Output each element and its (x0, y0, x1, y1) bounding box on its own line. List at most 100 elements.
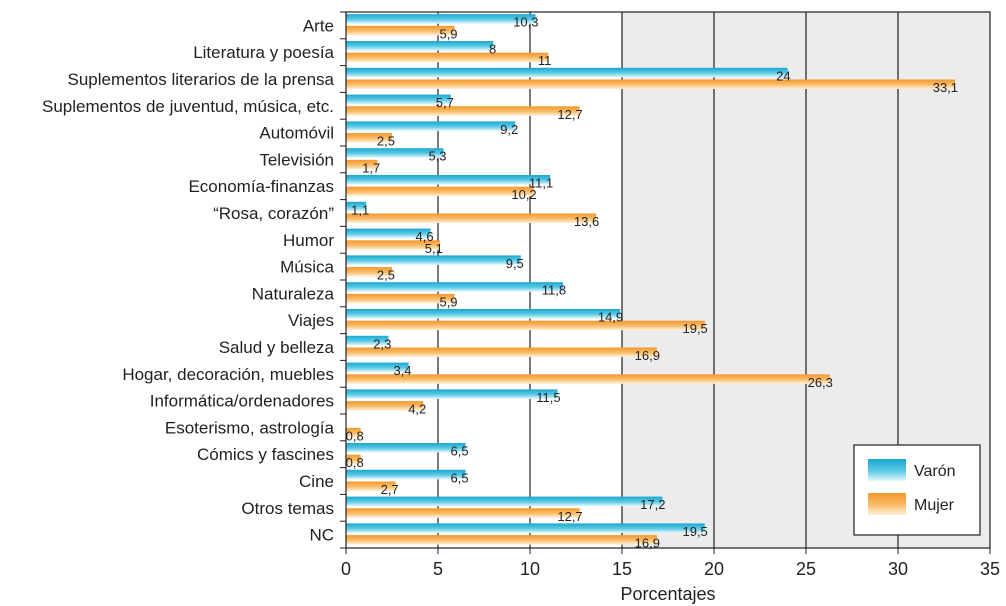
bar-mujer (346, 293, 455, 304)
data-label-varon: 3,4 (393, 363, 411, 378)
bar-mujer (346, 347, 657, 357)
data-label-mujer: 12,7 (557, 107, 582, 122)
x-tick-label: 30 (888, 559, 908, 579)
bar-varon (346, 148, 444, 158)
bar-varon (346, 255, 521, 265)
data-label-varon: 17,2 (640, 497, 665, 512)
x-tick-label: 20 (704, 559, 724, 579)
bar-mujer (346, 52, 549, 63)
bar-varon (346, 309, 621, 319)
data-label-mujer: 33,1 (933, 80, 958, 95)
bar-mujer (346, 240, 440, 250)
category-label: Humor (283, 231, 334, 250)
category-label: Salud y belleza (219, 338, 335, 357)
data-label-varon: 5,7 (436, 95, 454, 110)
data-label-varon: 11,5 (536, 390, 560, 405)
legend-swatch-mujer (868, 493, 906, 515)
bar-varon (346, 469, 466, 480)
bar-mujer (346, 427, 361, 438)
data-label-varon: 1,1 (351, 202, 369, 217)
data-label-varon: 4,6 (416, 229, 434, 244)
data-label-mujer: 2,7 (381, 482, 399, 497)
data-label-mujer: 19,5 (682, 321, 707, 336)
data-label-mujer: 13,6 (574, 214, 599, 229)
x-tick-label: 0 (341, 559, 351, 579)
x-tick-label: 35 (980, 559, 1000, 579)
data-label-mujer: 5,1 (425, 241, 443, 256)
legend-label-mujer: Mujer (914, 497, 955, 514)
bar-mujer (346, 535, 657, 545)
data-label-varon: 11,1 (529, 176, 553, 191)
bar-varon (346, 121, 516, 131)
data-label-mujer: 0,8 (346, 428, 364, 443)
data-label-mujer: 26,3 (808, 375, 833, 390)
x-axis-title: Porcentajes (620, 584, 715, 604)
x-tick-label: 15 (612, 559, 632, 579)
x-tick-label: 10 (520, 559, 540, 579)
data-label-mujer: 2,5 (377, 268, 395, 283)
bar-varon (346, 201, 367, 212)
category-label: Informática/ordenadores (150, 392, 334, 411)
category-label: Viajes (288, 311, 334, 330)
data-label-varon: 11,8 (542, 283, 566, 298)
axes: Arte Literatura y poesía Suplementos liter… (42, 11, 1000, 579)
bar-mujer (346, 401, 424, 411)
data-label-mujer: 1,7 (362, 160, 380, 175)
legend-label-varon: Varón (914, 463, 956, 480)
bar-varon (346, 228, 431, 239)
data-label-mujer: 0,8 (346, 455, 364, 470)
bar-mujer (346, 320, 705, 331)
category-label: Suplementos de juventud, música, etc. (42, 97, 334, 116)
data-label-varon: 9,5 (506, 256, 524, 271)
data-label-varon: 14,9 (598, 310, 623, 325)
bar-mujer (346, 133, 392, 143)
category-label: Economía-finanzas (188, 177, 334, 196)
category-label: Esoterismo, astrología (165, 418, 335, 437)
data-label-mujer: 4,2 (408, 402, 426, 417)
category-label: Música (280, 258, 334, 277)
data-label-varon: 9,2 (500, 122, 518, 137)
bar-varon (346, 362, 409, 373)
data-label-mujer: 5,9 (439, 294, 457, 309)
bar-mujer (346, 106, 580, 116)
category-label: “Rosa, corazón” (213, 204, 334, 223)
category-label: Arte (303, 16, 334, 35)
x-tick-label: 25 (796, 559, 816, 579)
data-label-varon: 19,5 (682, 524, 707, 539)
bar-mujer (346, 267, 392, 277)
bar-varon (346, 41, 494, 51)
data-label-mujer: 16,9 (635, 536, 660, 551)
bar-varon (346, 523, 705, 533)
bar-varon (346, 94, 451, 105)
bar-mujer (346, 213, 597, 223)
bar-varon (346, 14, 536, 24)
data-label-mujer: 5,9 (439, 26, 457, 41)
bar-varon (346, 67, 788, 78)
bar-mujer (346, 454, 361, 465)
bar-mujer (346, 25, 455, 36)
data-label-varon: 6,5 (451, 444, 469, 459)
category-label: Hogar, decoración, muebles (122, 365, 334, 384)
bar-varon (346, 443, 466, 453)
data-labels: 10,35,98112433,15,712,79,22,55,31,711,11… (346, 15, 958, 551)
bar-varon (346, 335, 389, 346)
category-label: Televisión (259, 150, 334, 169)
data-label-mujer: 11 (538, 53, 552, 68)
data-label-varon: 2,3 (373, 336, 391, 351)
bar-varon (346, 389, 558, 399)
bar-varon (346, 496, 663, 507)
bar-varon (346, 282, 564, 292)
legend-box (853, 444, 981, 536)
category-label: NC (309, 526, 334, 545)
data-label-varon: 5,3 (428, 149, 446, 164)
category-label: Automóvil (259, 124, 334, 143)
data-label-varon: 8 (489, 42, 496, 57)
legend-swatch-varon (868, 459, 906, 481)
x-tick-label: 5 (433, 559, 443, 579)
data-label-varon: 24 (776, 68, 790, 83)
bar-mujer (346, 159, 378, 170)
category-label: Cómics y fascines (197, 445, 334, 464)
category-label: Suplementos literarios de la prensa (68, 70, 335, 89)
category-label: Literatura y poesía (193, 43, 334, 62)
